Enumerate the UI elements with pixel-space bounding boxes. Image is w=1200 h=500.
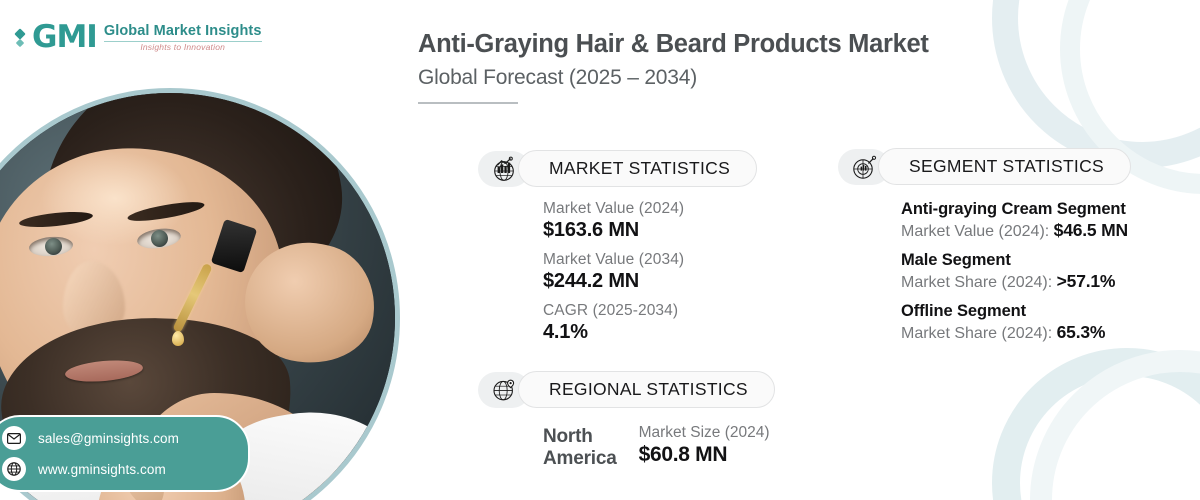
segment-statistics-label: SEGMENT STATISTICS xyxy=(878,148,1132,185)
market-stat-value: $163.6 MN xyxy=(543,219,640,241)
segment-stat-title: Offline Segment xyxy=(901,302,1027,320)
brand-logo[interactable]: GMI Global Market Insights Insights to I… xyxy=(14,19,262,55)
segment-stat-line: Market Share (2024): 65.3% xyxy=(901,322,1200,343)
logo-company-name: Global Market Insights xyxy=(103,22,262,39)
segment-statistics-header: SEGMENT STATISTICS xyxy=(838,148,1132,185)
segment-stat-value: $46.5 MN xyxy=(1053,220,1128,240)
market-stat-row: CAGR (2025-2034) 4.1% xyxy=(543,302,684,344)
market-stat-row: Market Value (2024) $163.6 MN xyxy=(543,200,684,242)
logo-diamond-icon xyxy=(14,27,26,47)
region-stats: Market Size (2024) $60.8 MN xyxy=(639,424,770,467)
decorative-arc-bottom-right-outer xyxy=(992,348,1200,500)
page-subtitle: Global Forecast (2025 – 2034) xyxy=(418,66,698,90)
decorative-arc-bottom-right-inner xyxy=(1030,350,1200,500)
segment-stat-value: >57.1% xyxy=(1056,271,1116,291)
market-statistics-label: MARKET STATISTICS xyxy=(518,150,758,187)
segment-stat-line: Market Value (2024): $46.5 MN xyxy=(901,220,1200,241)
regional-statistics-header: REGIONAL STATISTICS xyxy=(478,371,775,408)
region-name: North America xyxy=(543,426,617,469)
segment-stat-row: Offline Segment Market Share (2024): 65.… xyxy=(901,302,1200,343)
title-underline xyxy=(418,102,518,105)
segment-stat-row: Anti-graying Cream Segment Market Value … xyxy=(901,200,1200,241)
market-statistics-header: MARKET STATISTICS xyxy=(478,150,758,187)
logo-mark: GMI xyxy=(32,19,98,55)
segment-stat-line: Market Share (2024): >57.1% xyxy=(901,271,1200,292)
market-statistics-body: Market Value (2024) $163.6 MN Market Val… xyxy=(543,200,684,353)
segment-stat-label: Market Share (2024): xyxy=(901,325,1053,342)
region-stat-label: Market Size (2024) xyxy=(638,424,770,441)
decorative-arc-top-right-outer xyxy=(992,0,1200,168)
logo-divider xyxy=(103,41,262,43)
market-stat-label: Market Value (2034) xyxy=(543,251,685,268)
segment-stat-title: Male Segment xyxy=(901,251,1011,269)
envelope-icon xyxy=(2,426,26,450)
region-stat-value: $60.8 MN xyxy=(638,443,728,466)
regional-statistics-label: REGIONAL STATISTICS xyxy=(518,371,775,408)
market-stat-label: Market Value (2024) xyxy=(543,200,685,217)
globe-icon xyxy=(2,457,26,481)
contact-email: sales@gminsights.com xyxy=(38,430,180,446)
segment-statistics-body: Anti-graying Cream Segment Market Value … xyxy=(901,200,1200,353)
market-stat-label: CAGR (2025-2034) xyxy=(543,302,679,319)
segment-stat-value: 65.3% xyxy=(1056,322,1106,342)
regional-statistics-body: North America Market Size (2024) $60.8 MN xyxy=(543,424,770,470)
logo-tagline: Insights to Innovation xyxy=(140,42,226,53)
segment-stat-row: Male Segment Market Share (2024): >57.1% xyxy=(901,251,1200,292)
segment-stat-label: Market Value (2024): xyxy=(901,223,1050,240)
page-title: Anti-Graying Hair & Beard Products Marke… xyxy=(418,30,929,58)
contact-website: www.gminsights.com xyxy=(38,461,166,477)
market-stat-value: $244.2 MN xyxy=(543,270,640,292)
segment-stat-title: Anti-graying Cream Segment xyxy=(901,200,1126,218)
market-stat-row: Market Value (2034) $244.2 MN xyxy=(543,251,684,293)
contact-panel: sales@gminsights.com www.gminsights.com xyxy=(0,415,250,492)
contact-email-row[interactable]: sales@gminsights.com xyxy=(2,426,236,450)
contact-website-row[interactable]: www.gminsights.com xyxy=(2,457,236,481)
title-block: Anti-Graying Hair & Beard Products Marke… xyxy=(418,30,1018,105)
logo-wordmark: Global Market Insights Insights to Innov… xyxy=(103,22,262,53)
market-stat-value: 4.1% xyxy=(543,321,588,343)
segment-stat-label: Market Share (2024): xyxy=(901,274,1053,291)
